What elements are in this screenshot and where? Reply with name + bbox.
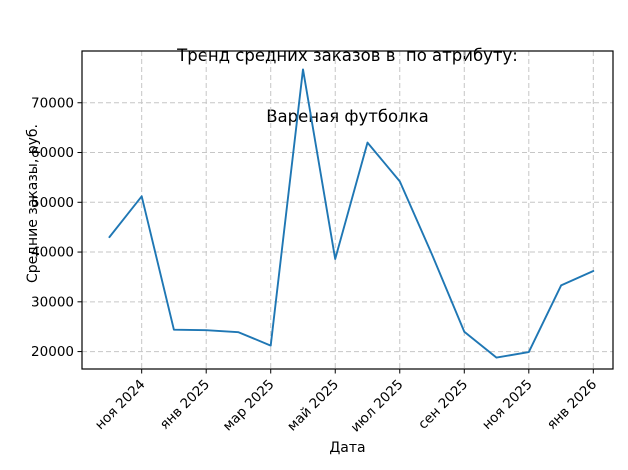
x-tick-label: ноя 2024	[92, 377, 148, 433]
chart-title-line2: Вареная футболка	[266, 106, 429, 126]
x-tick-label: янв 2025	[157, 377, 213, 433]
y-tick-label: 40000	[31, 245, 74, 261]
x-axis-label: Дата	[329, 440, 366, 456]
y-tick-label: 20000	[31, 344, 74, 360]
y-tick-label: 50000	[31, 195, 74, 211]
x-tick-label: ноя 2025	[479, 377, 535, 433]
y-tick-label: 70000	[31, 95, 74, 111]
y-tick-label: 60000	[31, 145, 74, 161]
plot-area-frame	[81, 50, 614, 370]
x-tick-label: июл 2025	[348, 377, 407, 436]
x-tick-label: май 2025	[284, 377, 342, 435]
x-tick-label: янв 2026	[544, 377, 600, 433]
y-tick-label: 30000	[31, 294, 74, 310]
data-line	[108, 68, 595, 359]
x-tick-label: сен 2025	[415, 377, 471, 433]
x-tick-label: мар 2025	[220, 377, 278, 435]
